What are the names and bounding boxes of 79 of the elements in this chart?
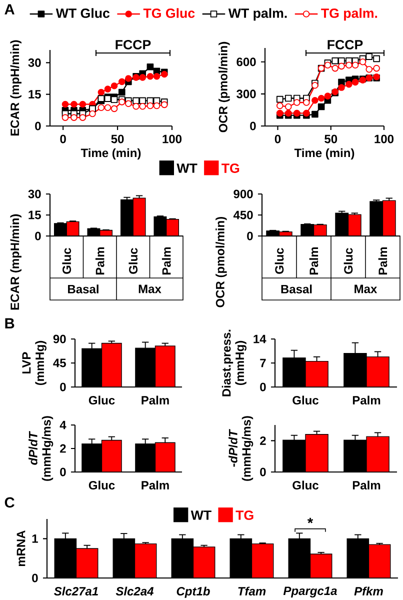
- y-tick-label: 900: [234, 190, 253, 198]
- x-tick-label: Gluc: [292, 480, 318, 490]
- x-tick-label: Palm: [95, 247, 104, 275]
- x-tick-label: Gluc: [274, 248, 284, 274]
- x-tick-label: Palm: [352, 396, 380, 405]
- y-axis-title: Diast.press. (mmHg): [222, 330, 246, 396]
- legend-label: TG: [236, 510, 254, 520]
- y-axis-title: ECAR (mpH/min): [10, 40, 22, 136]
- y-axis-title: ECAR (mpH/min): [10, 214, 22, 310]
- x-axis-title: Time (min): [294, 148, 354, 160]
- y-tick-label: 0: [60, 382, 66, 392]
- text: C: [4, 497, 14, 508]
- y-tick-label: 4: [60, 420, 66, 430]
- x-tick-label: Gluc: [88, 396, 115, 405]
- y-tick-label: 15: [28, 90, 41, 99]
- x-tick-label: Palm: [352, 480, 380, 490]
- x-tick-label: 100: [374, 134, 394, 144]
- x-tick-label: 50: [324, 134, 338, 144]
- x-tick-label: Slc2a4: [116, 586, 154, 596]
- y-tick-label: 0: [260, 382, 266, 392]
- x-tick-label: Gluc: [88, 480, 115, 490]
- y-axis-title: LVP (mmHg): [22, 340, 46, 386]
- legend-label: WT: [190, 510, 212, 520]
- y-tick-label: 2: [260, 436, 266, 445]
- annotation: *: [307, 518, 314, 524]
- text: A: [4, 4, 14, 14]
- y-tick-label: 0: [250, 122, 256, 130]
- x-tick-label: 50: [111, 134, 124, 144]
- y-tick-label: 90: [53, 334, 66, 344]
- text: Max: [354, 284, 378, 294]
- y-axis-title: mRNA: [16, 530, 26, 566]
- y-tick-label: 450: [233, 210, 253, 220]
- y-tick-label: 30: [28, 190, 41, 198]
- legend-label: WT palm.: [228, 8, 287, 21]
- y-tick-label: 15: [28, 210, 41, 220]
- y-tick-label: 0: [35, 122, 41, 130]
- text: Basal: [281, 284, 312, 294]
- y-tick-label: 14: [254, 334, 266, 344]
- x-tick-label: Palm: [142, 480, 169, 490]
- x-tick-label: Slc27a1: [54, 586, 98, 596]
- y-axis-title: OCR (pmol/min): [218, 42, 230, 132]
- y-tick-label: 30: [28, 58, 41, 67]
- y-tick-label: 45: [53, 358, 66, 368]
- x-tick-label: Ppargc1a: [283, 586, 337, 598]
- x-tick-label: Palm: [309, 247, 318, 275]
- y-tick-label: 2: [60, 444, 66, 453]
- y-tick-label: 0: [260, 468, 266, 476]
- legend-label: TG: [222, 164, 240, 173]
- x-tick-label: 100: [162, 134, 182, 144]
- x-axis-title: Time (min): [80, 148, 141, 160]
- y-tick-label: 600: [236, 58, 256, 66]
- y-tick-label: 300: [236, 90, 256, 98]
- x-tick-label: Gluc: [62, 248, 72, 274]
- annotation: FCCP: [328, 40, 363, 50]
- x-tick-label: Palm: [142, 396, 169, 405]
- x-tick-label: Palm: [378, 247, 388, 275]
- x-tick-label: Cpt1b: [176, 586, 210, 598]
- text: Max: [138, 284, 162, 294]
- legend-label: TG Gluc: [143, 8, 195, 18]
- x-tick-label: Gluc: [292, 396, 318, 405]
- y-tick-label: 7: [260, 358, 266, 368]
- x-tick-label: Gluc: [128, 248, 138, 274]
- text: Basal: [68, 284, 98, 294]
- legend-label: WT: [176, 164, 198, 173]
- y-tick-label: 1: [32, 534, 38, 543]
- y-tick-label: 0: [60, 468, 66, 476]
- x-tick-label: Palm: [162, 247, 171, 275]
- y-axis-title: OCR (pmol/min): [216, 216, 227, 308]
- y-tick-label: 0: [32, 574, 38, 582]
- x-tick-label: 0: [274, 134, 281, 144]
- text: FCCP: [116, 40, 151, 50]
- y-tick-label: 0: [35, 232, 41, 240]
- legend-label: TG palm.: [321, 8, 378, 21]
- x-tick-label: Tfam: [238, 586, 266, 596]
- y-tick-label: 0: [247, 232, 253, 240]
- x-tick-label: Pfkm: [354, 586, 383, 596]
- legend-label: WT Gluc: [56, 8, 110, 18]
- text: B: [5, 318, 14, 328]
- x-tick-label: Gluc: [344, 248, 353, 274]
